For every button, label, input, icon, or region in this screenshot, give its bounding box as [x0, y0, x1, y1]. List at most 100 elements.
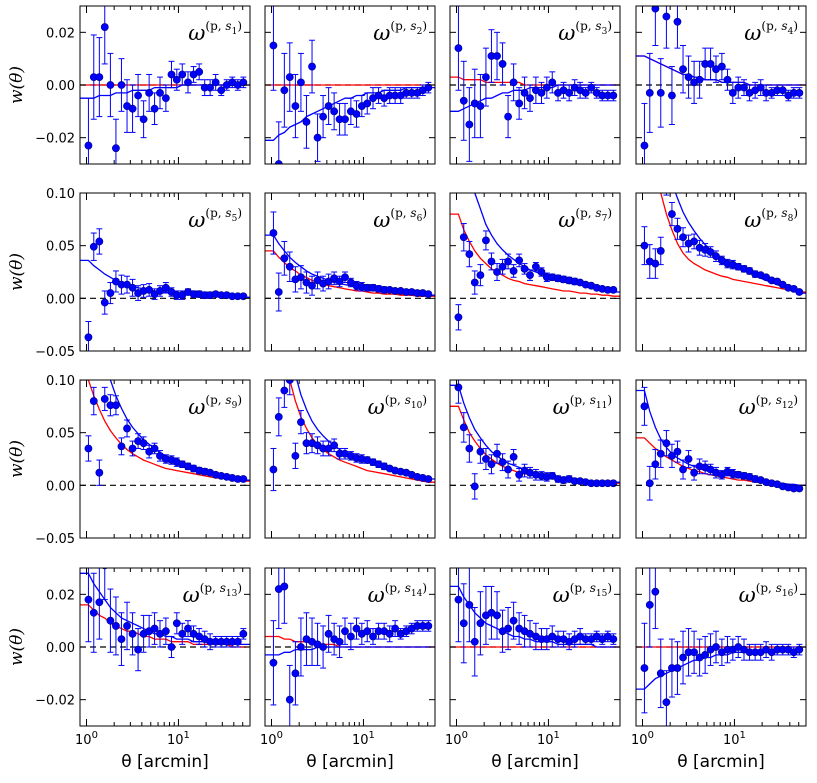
plot-area — [265, 380, 435, 492]
data-point — [352, 100, 361, 128]
annotation-close: ) — [793, 206, 798, 220]
data-point — [101, 568, 108, 601]
data-point — [195, 63, 204, 81]
annotation-close: ) — [793, 581, 798, 595]
panel-frame — [449, 192, 621, 352]
data-point — [679, 459, 687, 480]
x-tick-base: 10 — [260, 733, 277, 748]
data-point — [346, 277, 355, 288]
data-marker — [95, 468, 104, 477]
data-point — [712, 55, 720, 83]
data-point — [795, 288, 804, 296]
data-marker — [663, 179, 670, 186]
data-point — [487, 252, 496, 271]
plot-area — [80, 228, 250, 351]
data-marker — [280, 582, 289, 591]
data-point — [134, 73, 142, 118]
annotation-close: ) — [422, 19, 427, 33]
data-marker — [128, 629, 137, 638]
data-marker — [89, 242, 98, 251]
x-tick-exponent: 0 — [462, 730, 468, 741]
annotation-omega: ω — [368, 583, 385, 607]
data-marker — [795, 89, 804, 97]
data-marker — [673, 664, 682, 672]
data-point — [139, 436, 148, 451]
data-marker — [695, 75, 704, 84]
data-point — [740, 79, 748, 97]
data-marker — [100, 298, 109, 307]
data-marker — [167, 70, 176, 79]
data-point — [280, 568, 289, 624]
data-point — [324, 87, 333, 125]
data-point — [651, 248, 660, 279]
data-marker — [470, 482, 479, 491]
data-point — [778, 280, 787, 289]
data-point — [795, 87, 804, 99]
data-marker — [651, 6, 660, 13]
data-marker — [609, 635, 618, 643]
data-point — [515, 467, 524, 482]
data-point — [363, 456, 372, 464]
annotation-close: ) — [422, 581, 427, 595]
annotation-subscript: 15 — [596, 589, 608, 599]
panel-frame — [79, 379, 251, 539]
data-point — [465, 87, 474, 162]
data-point — [487, 585, 496, 640]
panel-frame — [635, 379, 807, 539]
data-marker — [701, 651, 710, 659]
data-marker — [509, 616, 518, 625]
data-marker — [341, 627, 349, 636]
data-point — [112, 596, 120, 656]
annotation-subscript: 3 — [602, 27, 608, 37]
data-point — [663, 179, 670, 196]
data-point — [526, 84, 534, 112]
data-marker — [493, 52, 501, 60]
panel-frame — [635, 192, 807, 352]
data-point — [493, 31, 501, 81]
annotation-close: ) — [607, 206, 612, 220]
data-marker — [269, 41, 278, 50]
data-point — [695, 638, 704, 677]
data-point — [526, 620, 534, 648]
data-point — [233, 635, 242, 648]
data-point — [537, 267, 546, 277]
data-point — [651, 6, 660, 46]
data-marker — [285, 262, 294, 271]
data-point — [520, 614, 529, 648]
data-point — [645, 465, 654, 501]
data-point — [156, 76, 164, 110]
data-point — [291, 442, 300, 469]
data-point — [106, 588, 115, 653]
data-marker — [537, 89, 546, 97]
data-point — [515, 253, 524, 268]
data-marker — [520, 89, 529, 97]
data-point — [520, 76, 529, 110]
data-point — [493, 591, 501, 640]
panel-s11: ω(p, s11) — [449, 379, 621, 539]
data-point — [285, 251, 294, 282]
data-point — [684, 55, 693, 99]
plot-area — [265, 211, 435, 312]
panel-annotation: ω(p, s10) — [368, 393, 427, 419]
data-point — [565, 84, 574, 102]
data-marker — [712, 643, 720, 651]
data-point — [679, 227, 687, 248]
data-point — [717, 52, 726, 81]
data-point — [712, 630, 720, 664]
annotation-s: s — [225, 19, 231, 33]
data-point — [319, 625, 327, 669]
x-tick-label: 101 — [537, 730, 560, 748]
data-marker — [95, 237, 104, 246]
annotation-s: s — [225, 206, 231, 220]
data-point — [206, 79, 215, 97]
data-marker — [134, 91, 142, 100]
data-point — [424, 81, 433, 94]
data-point — [156, 450, 164, 462]
data-point — [335, 447, 344, 460]
x-tick-base: 10 — [445, 733, 462, 748]
data-marker — [509, 452, 518, 461]
data-point — [363, 620, 372, 643]
annotation-subscript: 11 — [596, 401, 607, 411]
data-point — [302, 432, 311, 455]
data-marker — [145, 286, 154, 294]
